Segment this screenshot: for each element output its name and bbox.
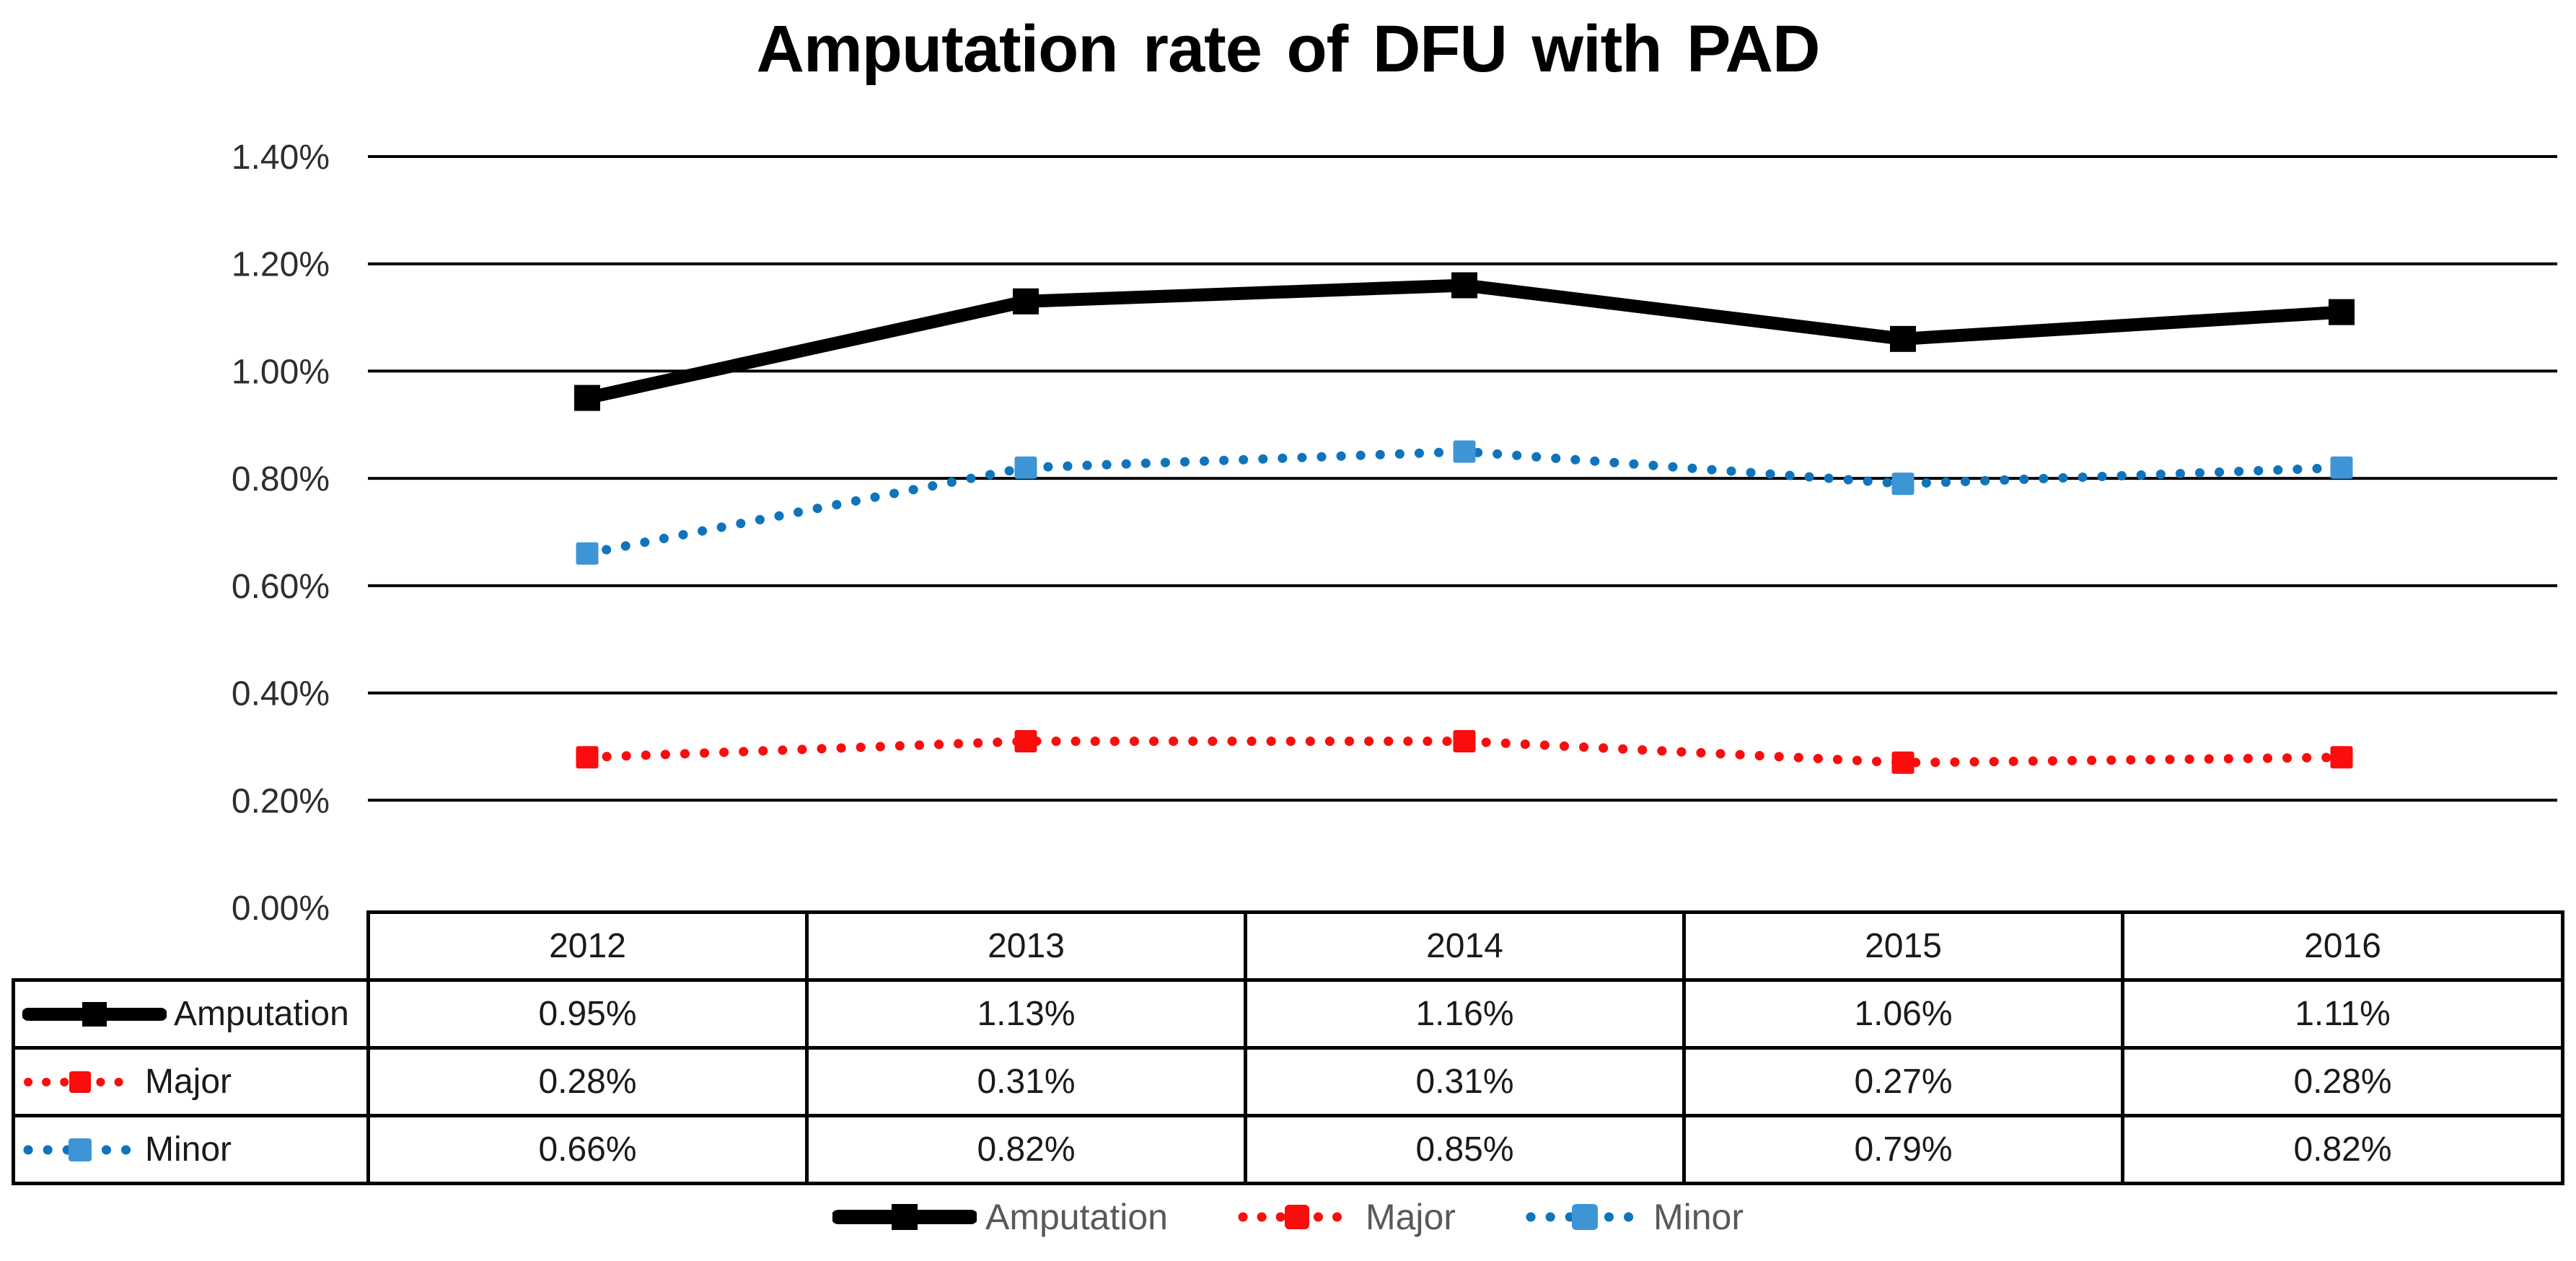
square-marker-icon <box>82 1001 107 1027</box>
row-label-cell: Major <box>12 1046 370 1117</box>
table-header-row: 2012 2013 2014 2015 2016 <box>13 910 2564 982</box>
data-point-marker-major <box>576 746 599 769</box>
legend-item-major: Major <box>1237 1196 1456 1238</box>
legend-item-minor: Minor <box>1525 1196 1744 1238</box>
value-cell: 0.82% <box>2121 1114 2564 1185</box>
year-header-cell: 2014 <box>1244 910 1686 982</box>
data-point-marker-amputation <box>1451 272 1477 299</box>
legend-label: Minor <box>1653 1197 1744 1237</box>
table-row-amputation: Amputation 0.95% 1.13% 1.16% 1.06% 1.11% <box>12 978 2564 1050</box>
row-label: Major <box>145 1063 232 1101</box>
y-axis-tick-label: 1.20% <box>232 246 330 284</box>
row-label: Minor <box>145 1130 232 1169</box>
year-header-cell: 2012 <box>366 910 809 982</box>
value-cell: 0.31% <box>1244 1046 1686 1117</box>
data-point-marker-major <box>1453 729 1476 752</box>
value-cell: 0.31% <box>805 1046 1247 1117</box>
square-marker-icon <box>1284 1205 1309 1229</box>
data-point-marker-amputation <box>574 385 600 411</box>
value-cell: 1.13% <box>805 978 1247 1050</box>
square-marker-icon <box>892 1204 918 1230</box>
value-cell: 0.28% <box>2121 1046 2564 1117</box>
value-cell: 0.27% <box>1682 1046 2124 1117</box>
series-line-minor <box>582 447 2347 558</box>
value-cell: 0.66% <box>366 1114 809 1185</box>
y-axis-tick-label: 0.60% <box>232 568 330 606</box>
legend-label: Major <box>1365 1197 1456 1237</box>
y-axis-tick-label: 0.80% <box>232 460 330 498</box>
data-point-marker-amputation <box>1013 288 1039 315</box>
value-cell: 0.79% <box>1682 1114 2124 1185</box>
series-line-amputation <box>586 278 2342 405</box>
major-series-swatch-icon <box>1238 1205 1356 1229</box>
amputation-series-swatch-icon <box>22 1001 167 1027</box>
value-cell: 1.16% <box>1244 978 1686 1050</box>
data-table: 2012 2013 2014 2015 2016 Amputation 0.95… <box>12 910 2564 1185</box>
table-row-major: Major 0.28% 0.31% 0.31% 0.27% 0.28% <box>12 1046 2564 1117</box>
value-cell: 0.85% <box>1244 1114 1686 1185</box>
row-label-cell: Amputation <box>12 978 370 1050</box>
y-axis-tick-label: 1.00% <box>232 353 330 391</box>
chart-legend: Amputation Major Minor <box>0 1196 2576 1238</box>
year-header-cell: 2016 <box>2121 910 2564 982</box>
data-point-marker-amputation <box>1890 325 1916 352</box>
value-cell: 0.82% <box>805 1114 1247 1185</box>
data-point-marker-minor <box>576 542 599 565</box>
year-header-cell: 2015 <box>1682 910 2124 982</box>
data-point-marker-minor <box>1453 440 1476 463</box>
data-point-marker-major <box>2330 746 2353 769</box>
amputation-series-swatch-icon <box>832 1204 977 1230</box>
value-cell: 1.06% <box>1682 978 2124 1050</box>
minor-series-swatch-icon <box>1526 1204 1644 1230</box>
data-point-marker-minor <box>2330 456 2353 479</box>
value-cell: 0.28% <box>366 1046 809 1117</box>
minor-series-swatch-icon <box>23 1138 137 1161</box>
square-marker-icon <box>69 1138 92 1161</box>
row-label: Amputation <box>174 995 349 1033</box>
y-axis-tick-label: 0.40% <box>232 675 330 713</box>
data-point-marker-major <box>1014 729 1037 752</box>
square-marker-icon <box>1571 1204 1598 1230</box>
major-series-swatch-icon <box>24 1071 136 1093</box>
chart-title: Amputation rate of DFU with PAD <box>756 12 1821 86</box>
year-header-cell: 2013 <box>805 910 1247 982</box>
data-point-marker-minor <box>1014 456 1037 479</box>
data-point-marker-major <box>1891 751 1915 774</box>
legend-label: Amputation <box>985 1197 1168 1237</box>
y-axis-tick-label: 0.20% <box>232 782 330 820</box>
legend-item-amputation: Amputation <box>832 1196 1168 1238</box>
square-marker-icon <box>69 1071 91 1093</box>
y-axis-tick-label: 1.40% <box>232 139 330 177</box>
row-label-cell: Minor <box>12 1114 370 1185</box>
value-cell: 1.11% <box>2121 978 2564 1050</box>
data-point-marker-minor <box>1891 473 1915 496</box>
data-point-marker-amputation <box>2329 299 2355 325</box>
table-row-minor: Minor 0.66% 0.82% 0.85% 0.79% 0.82% <box>12 1114 2564 1185</box>
value-cell: 0.95% <box>366 978 809 1050</box>
table-corner-cell <box>13 912 370 982</box>
